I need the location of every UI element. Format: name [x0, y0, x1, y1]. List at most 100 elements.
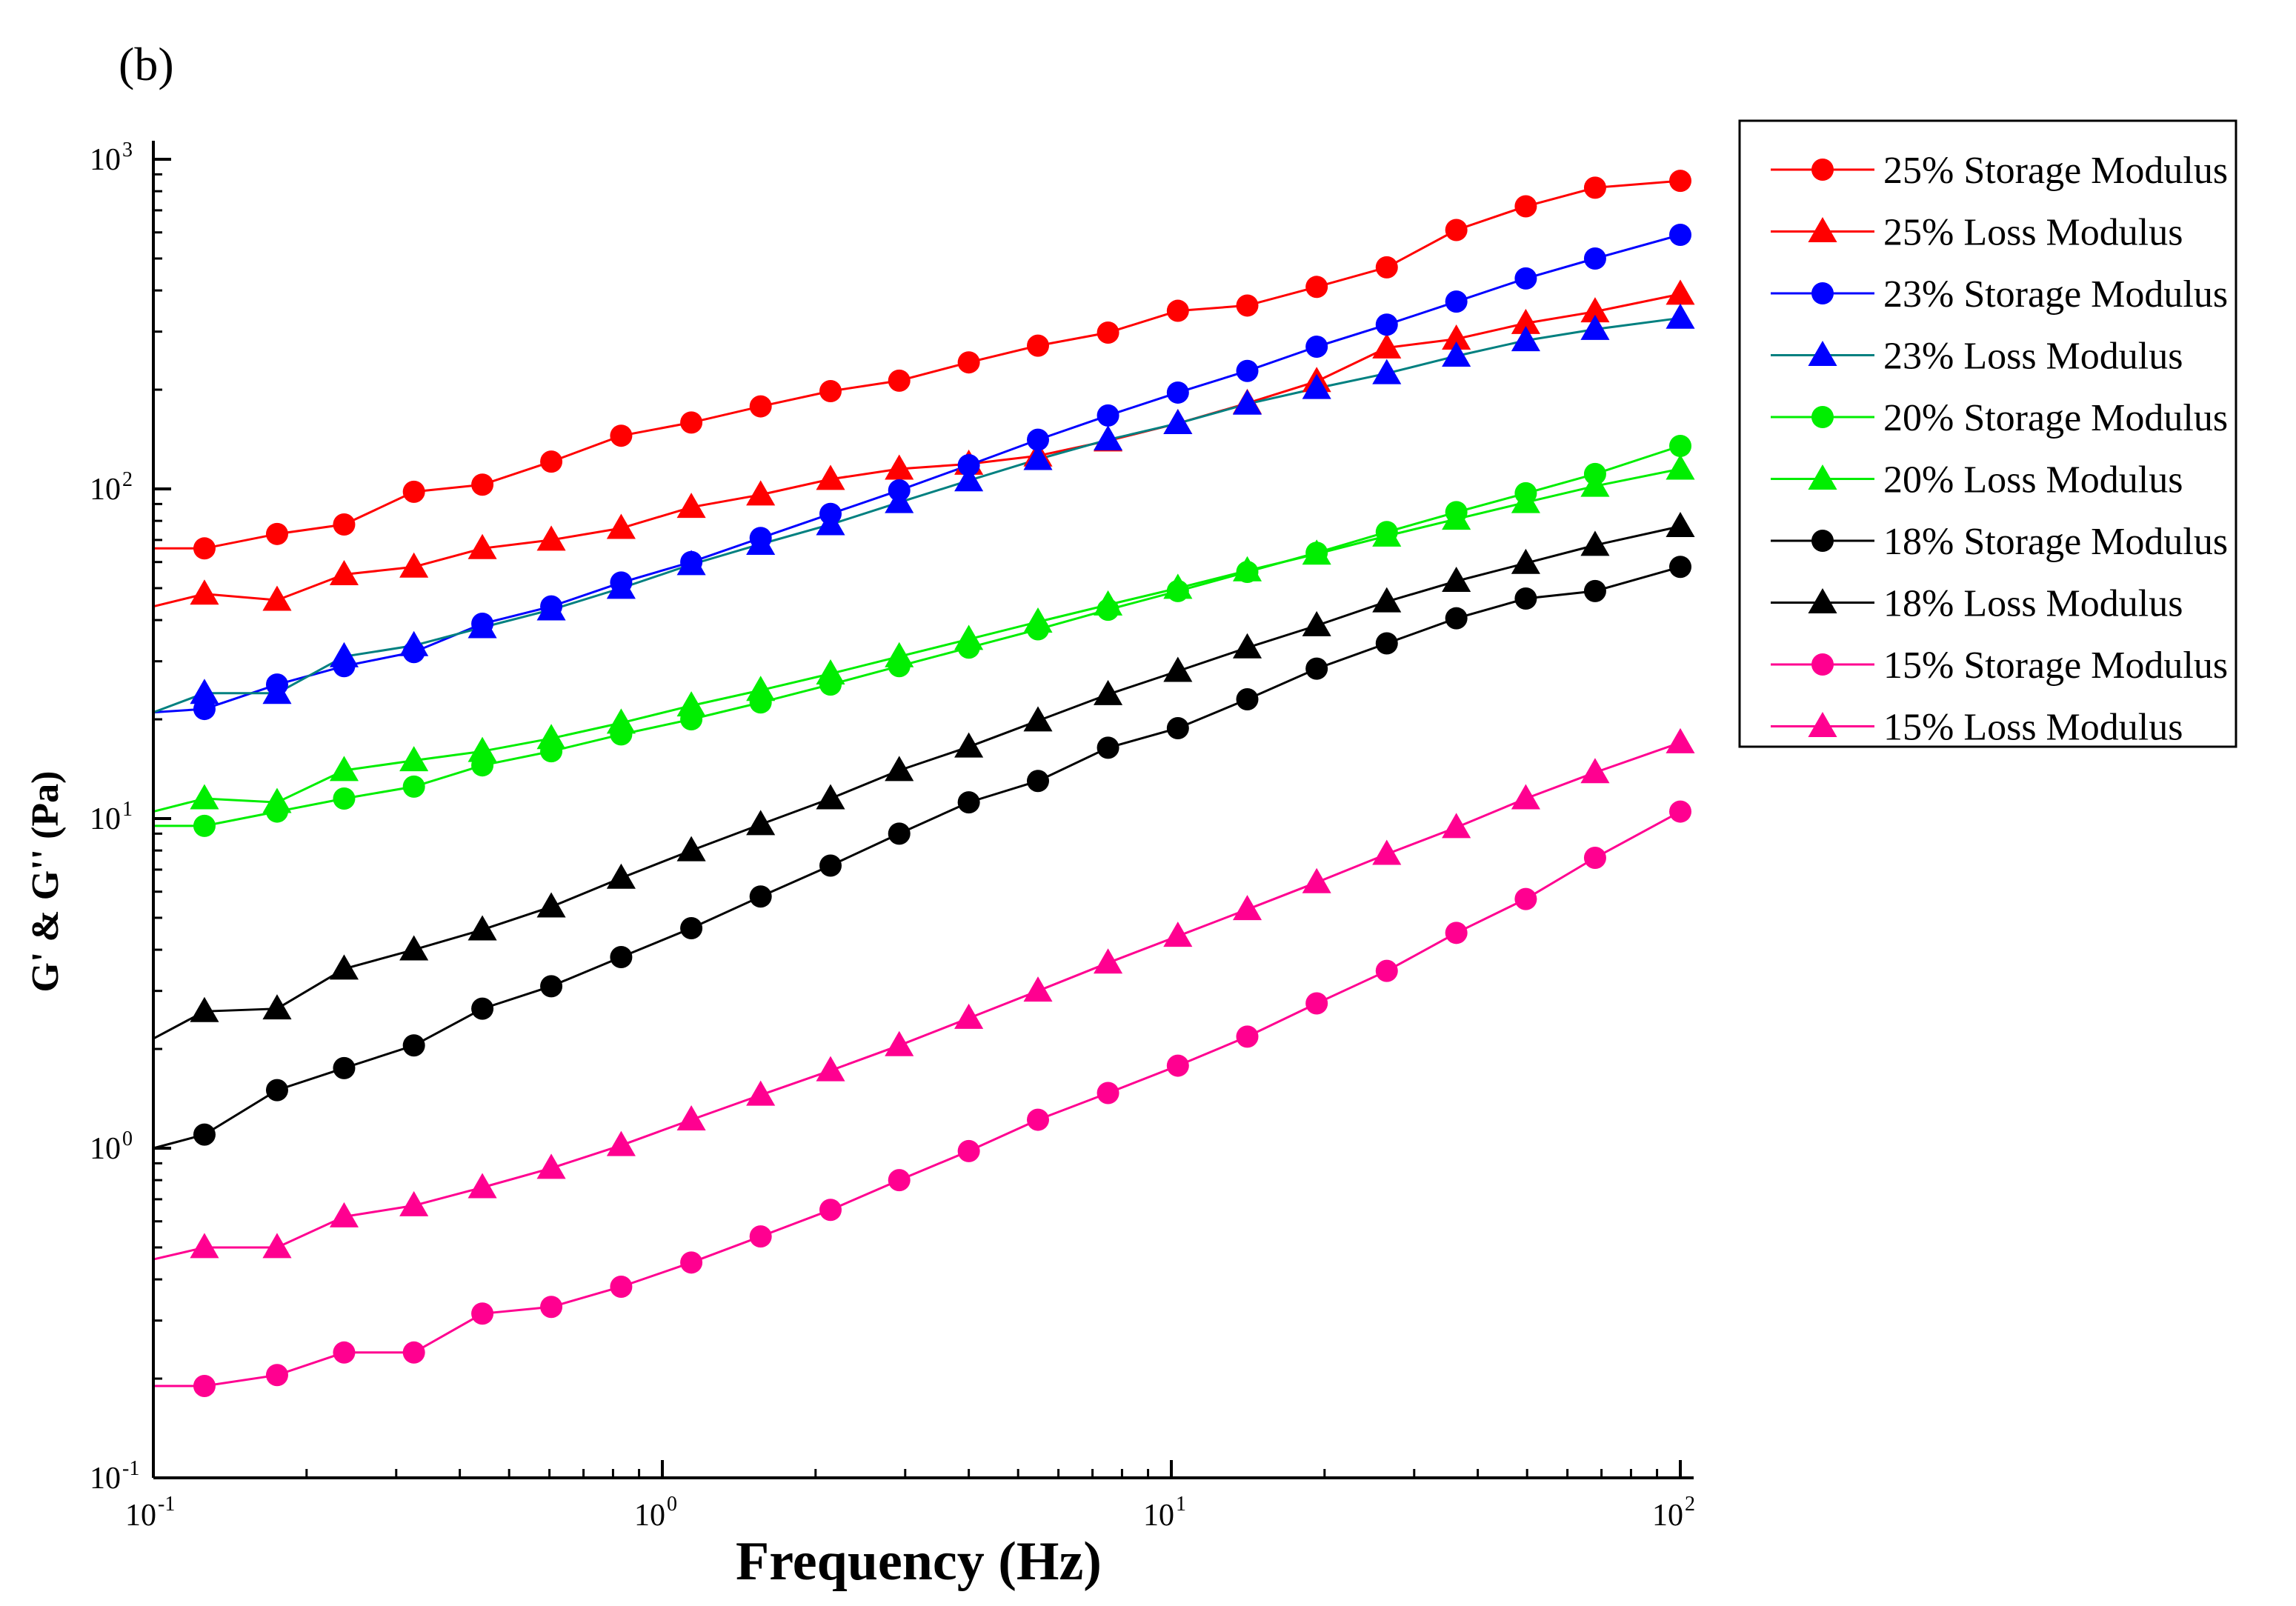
data-point-s9-18: [1375, 959, 1398, 982]
data-point-s7-3: [333, 1056, 356, 1079]
data-point-s4-5: [467, 613, 497, 639]
series-line-10: [153, 742, 1681, 1261]
legend-marker-6: [1808, 464, 1837, 490]
data-point-s9-19: [1445, 922, 1468, 944]
data-point-s4-2: [262, 679, 292, 704]
data-point-s3-14: [1097, 404, 1119, 427]
data-point-s6-11: [885, 642, 914, 667]
data-point-s2-6: [536, 525, 566, 551]
data-point-s4-13: [1023, 444, 1053, 470]
data-point-s3-19: [1445, 290, 1468, 313]
data-point-s6-22: [1666, 454, 1695, 480]
data-point-s1-10: [819, 379, 842, 402]
data-point-s8-7: [606, 863, 636, 889]
data-point-s1-22: [1669, 170, 1691, 193]
data-point-s6-21: [1580, 471, 1610, 497]
data-point-s1-12: [957, 351, 980, 374]
data-point-s9-1: [193, 1374, 216, 1397]
data-point-s7-22: [1669, 556, 1691, 579]
data-point-s7-5: [471, 997, 494, 1020]
data-point-s9-4: [402, 1341, 425, 1364]
data-point-s4-20: [1511, 326, 1540, 352]
data-point-s9-3: [333, 1341, 356, 1364]
data-point-s2-5: [467, 533, 497, 559]
data-point-s6-16: [1232, 556, 1262, 582]
legend-label-3: 23% Storage Modulus: [1883, 273, 2228, 316]
y-axis-title: G' & G'' (Pa): [24, 771, 67, 993]
legend-marker-5: [1811, 406, 1834, 428]
data-point-s3-13: [1026, 428, 1049, 451]
data-point-s7-4: [402, 1034, 425, 1057]
data-point-s1-2: [265, 522, 288, 545]
legend-label-9: 15% Storage Modulus: [1883, 644, 2228, 687]
data-point-s6-1: [190, 784, 219, 810]
data-point-s4-4: [399, 630, 429, 656]
data-point-s1-8: [680, 411, 703, 434]
data-point-s9-5: [471, 1302, 494, 1325]
data-point-s2-9: [746, 480, 776, 506]
legend-label-2: 25% Loss Modulus: [1883, 212, 2183, 254]
data-point-s4-19: [1442, 341, 1471, 367]
data-point-s9-16: [1236, 1025, 1259, 1048]
data-point-s8-2: [262, 994, 292, 1020]
legend-marker-9: [1811, 653, 1834, 676]
data-point-s7-13: [1026, 770, 1049, 793]
data-point-s2-2: [262, 585, 292, 611]
data-point-s1-21: [1583, 176, 1606, 199]
data-point-s7-6: [540, 975, 563, 998]
x-tick-exp-1: 0: [667, 1493, 677, 1516]
data-point-s1-5: [471, 473, 494, 496]
data-point-s10-10: [816, 1056, 845, 1082]
data-point-s4-14: [1094, 425, 1123, 451]
data-point-s7-14: [1097, 736, 1119, 759]
data-point-s6-2: [262, 787, 292, 813]
data-point-s3-22: [1669, 223, 1691, 246]
data-point-s8-6: [536, 892, 566, 918]
data-point-s4-6: [536, 595, 566, 621]
data-point-s6-9: [746, 676, 776, 702]
x-tick-label-3: 10: [1652, 1499, 1683, 1533]
data-point-s2-7: [606, 513, 636, 539]
data-point-s2-3: [329, 559, 359, 585]
legend-marker-10: [1808, 711, 1837, 737]
data-point-s6-19: [1442, 504, 1471, 530]
data-point-s10-9: [746, 1080, 776, 1106]
data-point-s10-12: [954, 1003, 984, 1029]
data-point-s10-3: [329, 1202, 359, 1227]
data-point-s1-17: [1305, 276, 1328, 299]
data-point-s3-20: [1514, 267, 1537, 290]
legend-label-1: 25% Storage Modulus: [1883, 150, 2228, 192]
legend-label-7: 18% Storage Modulus: [1883, 521, 2228, 563]
data-point-s9-13: [1026, 1108, 1049, 1131]
data-point-s1-14: [1097, 321, 1119, 344]
legend-marker-3: [1811, 282, 1834, 304]
data-point-s2-11: [885, 454, 914, 480]
data-point-s10-14: [1094, 948, 1123, 974]
data-point-s9-2: [265, 1364, 288, 1387]
data-point-s8-15: [1163, 656, 1193, 682]
data-point-s2-8: [676, 493, 706, 519]
y-tick-label-2: 10: [90, 802, 121, 836]
data-point-s10-5: [467, 1173, 497, 1199]
data-point-s9-21: [1583, 847, 1606, 870]
x-axis-title: Frequency (Hz): [736, 1531, 1102, 1592]
data-point-s10-15: [1163, 922, 1193, 947]
data-point-s1-20: [1514, 195, 1537, 218]
data-point-s2-10: [816, 464, 845, 490]
data-point-s6-17: [1302, 539, 1331, 565]
data-point-s8-11: [885, 756, 914, 782]
data-point-s6-8: [676, 691, 706, 717]
y-tick-label-1: 10: [90, 1132, 121, 1166]
data-point-s8-18: [1372, 587, 1402, 613]
data-point-s9-17: [1305, 992, 1328, 1015]
data-point-s4-16: [1232, 389, 1262, 415]
data-point-s9-10: [819, 1199, 842, 1222]
data-point-s10-1: [190, 1233, 219, 1259]
data-point-s6-7: [606, 708, 636, 734]
data-point-s8-4: [399, 935, 429, 961]
data-point-s8-3: [329, 954, 359, 980]
data-point-s1-11: [888, 369, 911, 392]
data-point-s2-21: [1580, 297, 1610, 323]
data-point-s3-21: [1583, 247, 1606, 270]
